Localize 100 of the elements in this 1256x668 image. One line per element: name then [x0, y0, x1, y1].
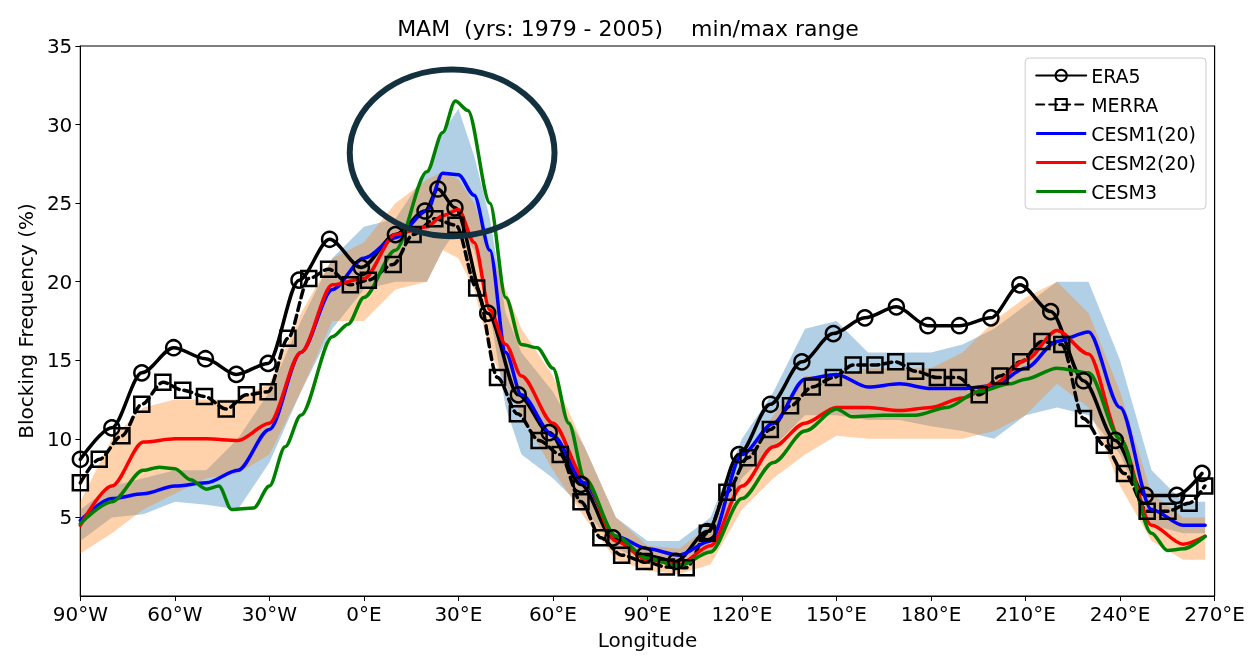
point [320, 230, 339, 249]
point [133, 364, 151, 382]
point [1074, 409, 1093, 428]
point [227, 365, 246, 384]
point [352, 258, 371, 277]
point [1136, 486, 1155, 505]
point [154, 373, 172, 392]
legend-label: MERRA [1091, 93, 1159, 116]
point [426, 210, 444, 228]
point [1180, 494, 1198, 513]
point [237, 386, 256, 404]
point [612, 546, 631, 564]
point [319, 260, 338, 278]
point [359, 271, 378, 289]
point [446, 199, 464, 217]
point [195, 387, 214, 406]
x-tick-label: 150°E [806, 602, 867, 626]
point [970, 386, 988, 404]
point [71, 450, 90, 469]
point [217, 400, 235, 418]
point [1138, 502, 1156, 520]
point [887, 298, 906, 316]
point [793, 353, 811, 371]
point [1106, 431, 1125, 450]
point [1168, 486, 1186, 505]
point [1159, 502, 1177, 520]
point [1012, 353, 1030, 371]
x-tick-label: 0°E [346, 602, 382, 626]
point [386, 225, 405, 244]
point [572, 492, 590, 511]
point [259, 382, 277, 401]
x-tick-label: 90°W [52, 602, 109, 626]
y-tick-label: 30 [46, 112, 73, 137]
point [761, 420, 780, 439]
x-tick-label: 60°W [147, 602, 203, 626]
point [1033, 332, 1051, 351]
point [739, 448, 757, 467]
point [341, 276, 360, 294]
point [950, 316, 969, 335]
x-tick-label: 180°E [900, 602, 962, 626]
y-tick-label: 35 [46, 34, 73, 58]
point [447, 216, 465, 234]
point [479, 304, 497, 322]
point [803, 378, 821, 396]
point [667, 552, 685, 571]
point [824, 368, 843, 387]
point [677, 558, 695, 577]
point [71, 474, 90, 492]
x-tick-label: 30°E [434, 602, 483, 626]
point [906, 362, 925, 381]
point [133, 395, 151, 414]
point [991, 367, 1009, 385]
y-axis-title: Blocking Frequency (%) [14, 203, 38, 439]
point [928, 368, 947, 387]
point [887, 353, 905, 371]
point [949, 368, 968, 387]
x-tick-label: 240°E [1089, 602, 1151, 626]
y-tick-label: 20 [46, 269, 73, 294]
y-tick-label: 5 [59, 505, 73, 530]
point [844, 356, 862, 374]
point [429, 180, 447, 198]
chart-title: MAM (yrs: 1979 - 2005) min/max range [397, 15, 859, 41]
legend-label: CESM2(20) [1091, 151, 1197, 174]
point [657, 558, 676, 576]
point [1074, 371, 1093, 390]
x-tick-label: 60°E [528, 602, 577, 626]
legend-label: ERA5 [1091, 64, 1141, 87]
point [1042, 302, 1060, 321]
point [300, 269, 318, 288]
point [718, 483, 736, 502]
point [982, 309, 1000, 327]
point [781, 397, 800, 415]
point [919, 316, 937, 335]
point [1095, 436, 1114, 454]
point [530, 431, 548, 450]
point [1196, 477, 1214, 495]
point [1053, 335, 1071, 354]
point [856, 309, 874, 327]
point [635, 552, 654, 571]
point [164, 338, 183, 357]
point [592, 529, 610, 547]
point [259, 354, 277, 373]
y-tick-label: 15 [46, 348, 73, 373]
point [416, 202, 434, 220]
point [509, 386, 528, 404]
point [604, 529, 622, 547]
point [196, 349, 215, 368]
point [1011, 276, 1029, 294]
y-tick-label: 25 [46, 191, 73, 216]
point [103, 419, 121, 437]
point [174, 381, 192, 399]
point [279, 329, 297, 348]
point [90, 450, 108, 469]
point [488, 368, 507, 387]
x-tick-label: 120°E [711, 602, 773, 626]
point [1115, 464, 1134, 483]
point [1193, 464, 1211, 483]
point [508, 404, 527, 423]
point [866, 356, 884, 374]
y-tick-label: 10 [46, 426, 73, 451]
